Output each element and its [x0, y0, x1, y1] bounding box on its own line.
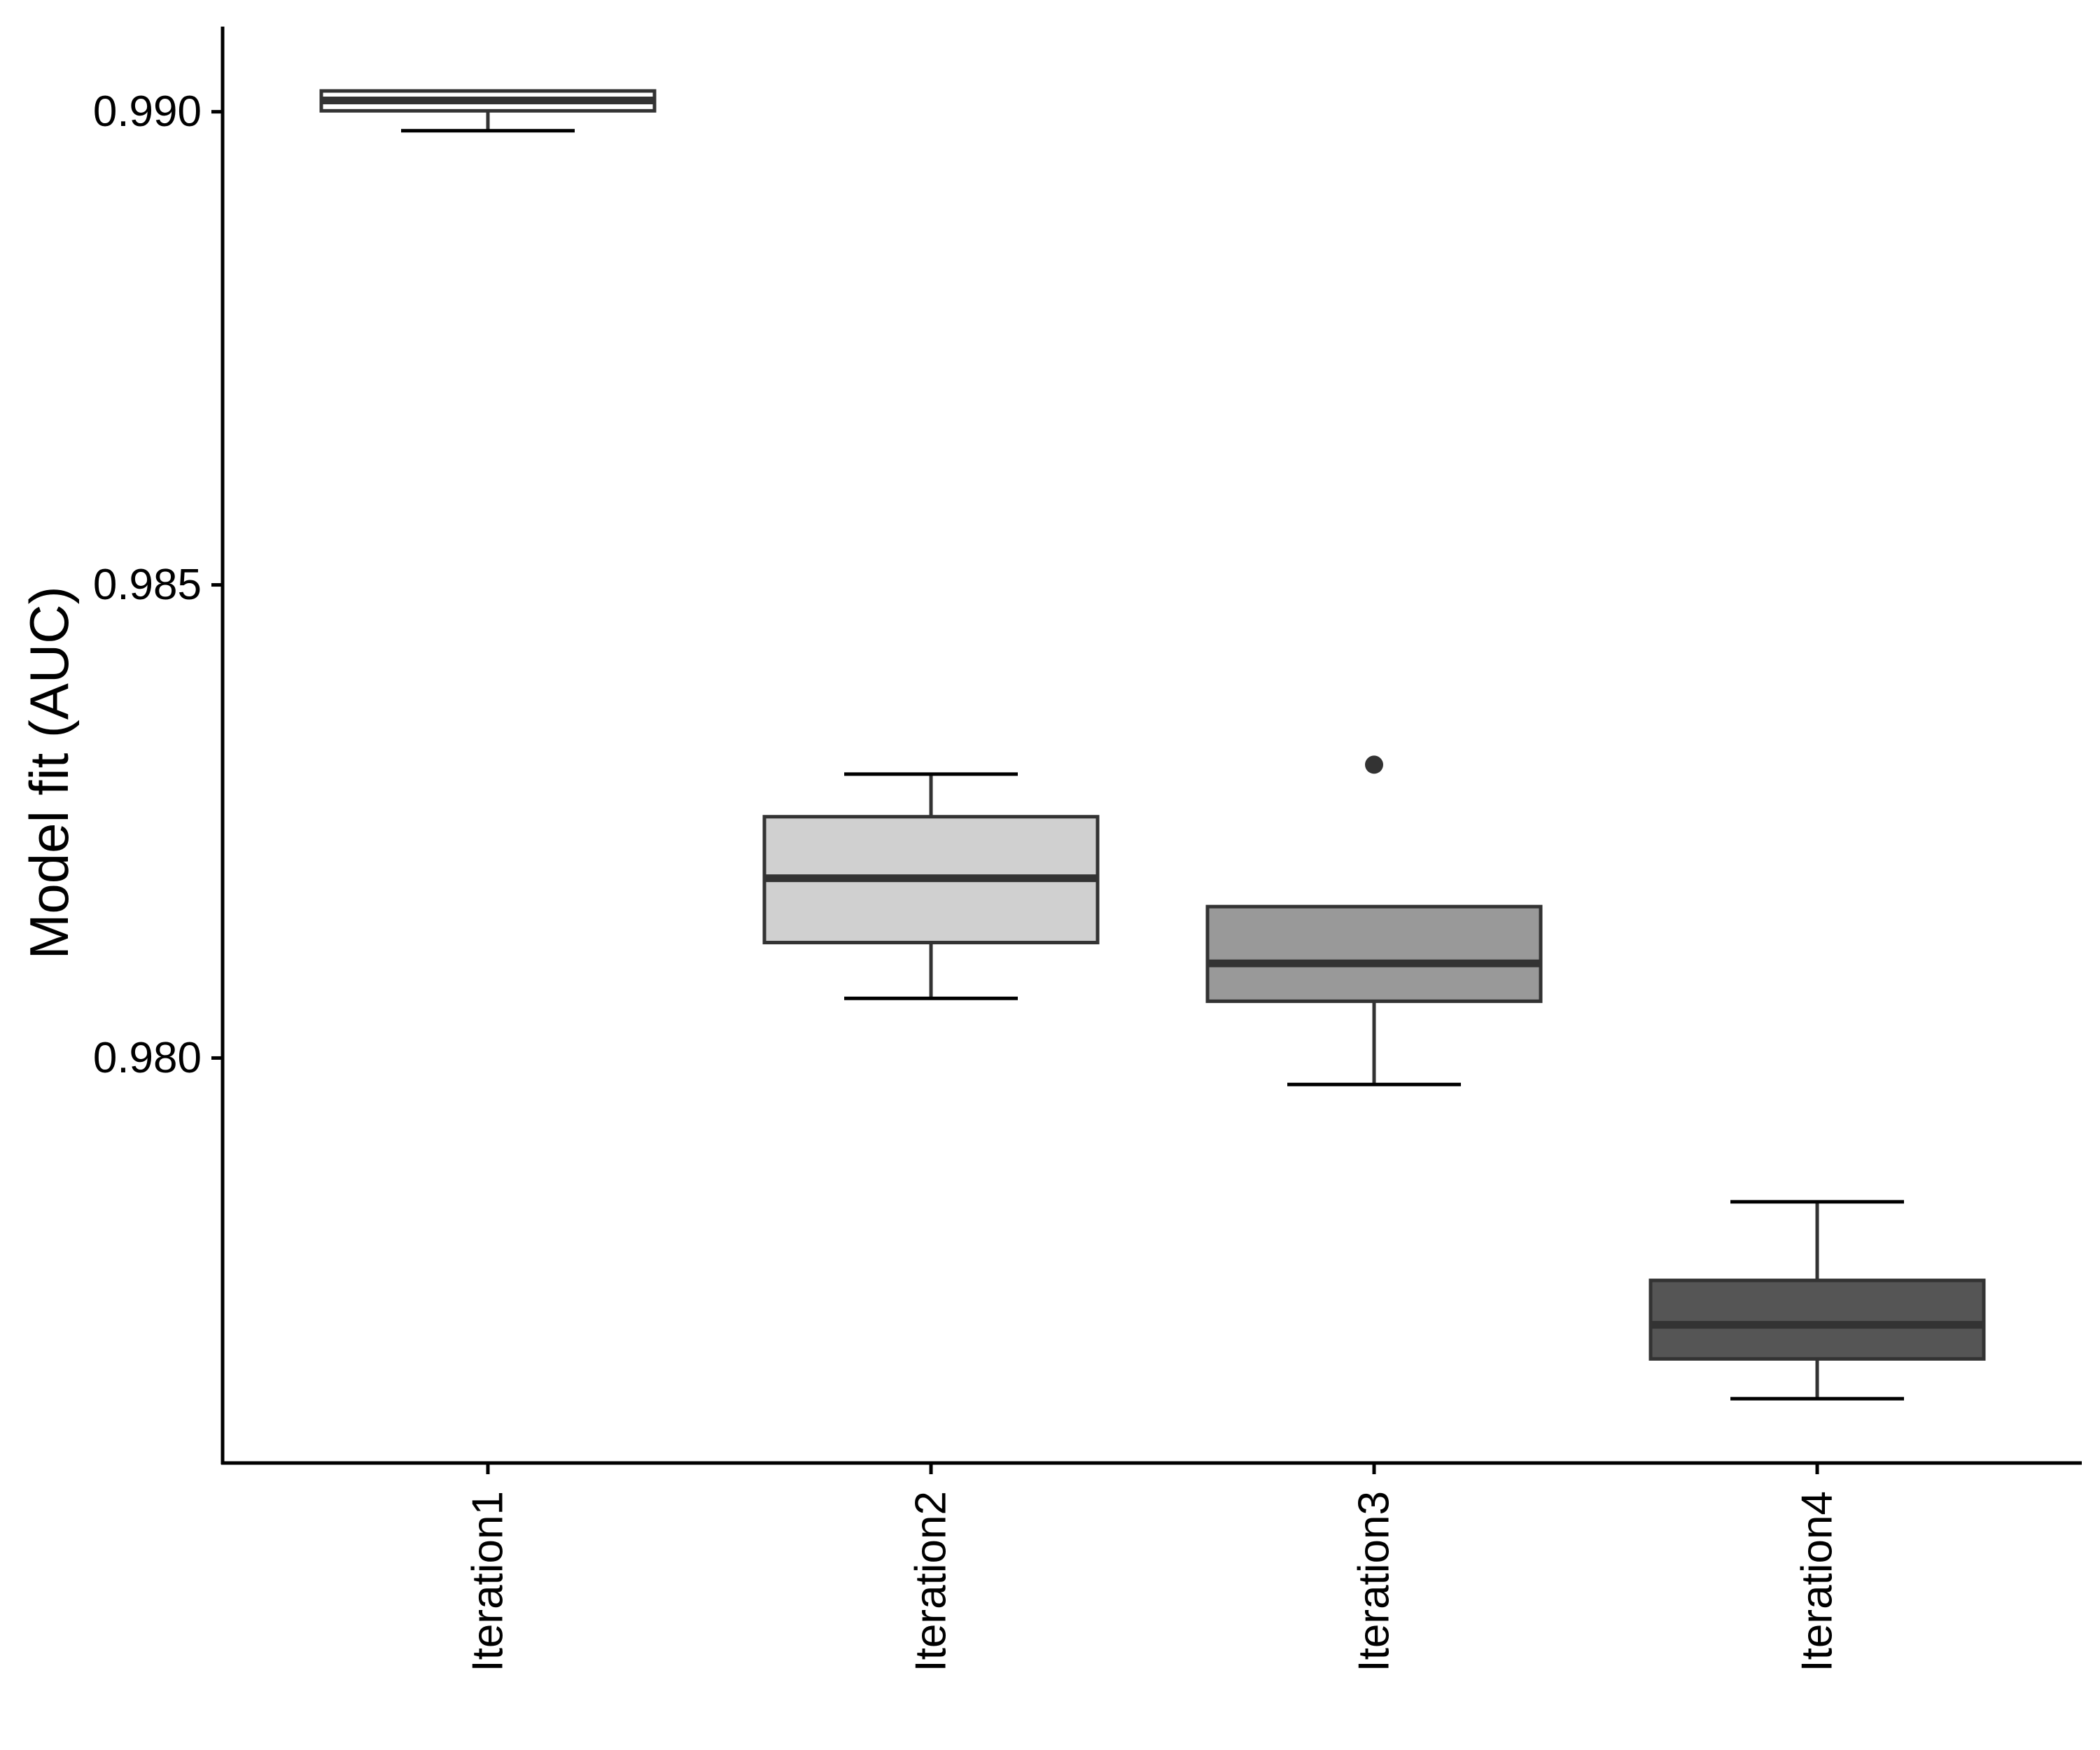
- x-tick-label: Iteration4: [1793, 1491, 1842, 1672]
- outlier-point: [1365, 755, 1383, 774]
- x-ticks: Iteration1 Iteration2 Iteration3 Iteration4: [464, 1463, 1842, 1672]
- axes-layer: [220, 27, 2082, 1465]
- boxes-layer: [319, 89, 1986, 1401]
- y-axis-title: Model fit (AUC): [18, 586, 80, 959]
- iqr-box: [1648, 1278, 1986, 1361]
- x-tick-label: Iteration2: [907, 1491, 955, 1672]
- box-1: [319, 89, 657, 133]
- box-3: [1205, 755, 1543, 1086]
- x-tick-label: Iteration1: [464, 1491, 512, 1672]
- box-4: [1648, 1200, 1986, 1401]
- x-tick-label: Iteration3: [1350, 1491, 1399, 1672]
- y-tick-label: 0.990: [93, 88, 202, 136]
- y-tick-label: 0.980: [93, 1034, 202, 1082]
- y-tick-label: 0.985: [93, 561, 202, 609]
- y-ticks: 0.980 0.985 0.990: [93, 88, 223, 1082]
- iqr-box: [1205, 904, 1543, 1003]
- box-2: [762, 772, 1100, 1000]
